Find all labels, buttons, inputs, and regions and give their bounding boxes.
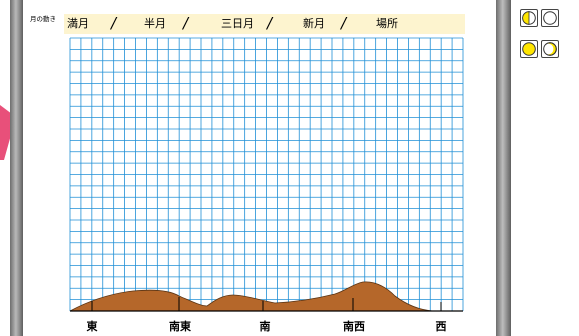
crescent-moon-icon bbox=[542, 41, 558, 57]
full-moon-icon bbox=[521, 41, 537, 57]
right-frame-bar bbox=[496, 0, 511, 336]
direction-southwest: 南西 bbox=[343, 318, 365, 334]
grid-lines bbox=[70, 38, 463, 311]
sky-grid[interactable] bbox=[23, 0, 496, 336]
half-moon-button[interactable] bbox=[520, 9, 538, 27]
half-moon-icon bbox=[521, 10, 537, 26]
worksheet: 月の動き 満月 / 半月 / 三日月 / 新月 / 場所 東 南東 南 南西 西 bbox=[23, 0, 496, 336]
new-moon-icon bbox=[542, 10, 558, 26]
direction-west: 西 bbox=[436, 318, 447, 334]
left-frame-bar bbox=[10, 0, 23, 336]
new-moon-button[interactable] bbox=[541, 9, 559, 27]
direction-southeast: 南東 bbox=[169, 318, 191, 334]
crescent-moon-button[interactable] bbox=[541, 40, 559, 58]
direction-east: 東 bbox=[87, 318, 98, 334]
full-moon-button[interactable] bbox=[520, 40, 538, 58]
direction-south: 南 bbox=[260, 318, 271, 334]
